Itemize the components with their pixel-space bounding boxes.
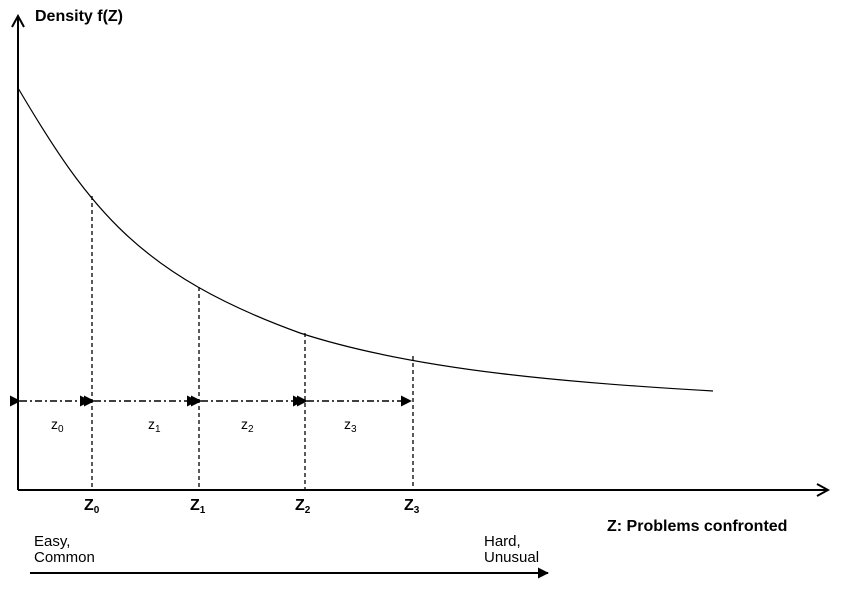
segment-label-z2: z2 — [241, 416, 254, 435]
segment-label-z3: z3 — [344, 416, 357, 435]
y-axis-label: Density f(Z) — [35, 8, 123, 25]
easy-note-line1: Easy, — [34, 533, 70, 550]
segment-label-z0: z0 — [51, 416, 64, 435]
segment-label-z1: z1 — [148, 416, 161, 435]
easy-note-line2: Common — [34, 549, 95, 566]
threshold-label-z3: Z3 — [404, 497, 420, 516]
x-axis-label: Z: Problems confronted — [607, 518, 787, 535]
threshold-label-z2: Z2 — [295, 497, 311, 516]
hard-note-line2: Unusual — [484, 549, 539, 566]
threshold-label-z1: Z1 — [190, 497, 206, 516]
hard-note-line1: Hard, — [484, 533, 521, 550]
threshold-label-z0: Z0 — [84, 497, 100, 516]
density-curve — [17, 87, 714, 392]
